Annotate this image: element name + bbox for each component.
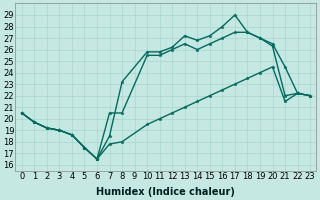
X-axis label: Humidex (Indice chaleur): Humidex (Indice chaleur) <box>97 187 236 197</box>
